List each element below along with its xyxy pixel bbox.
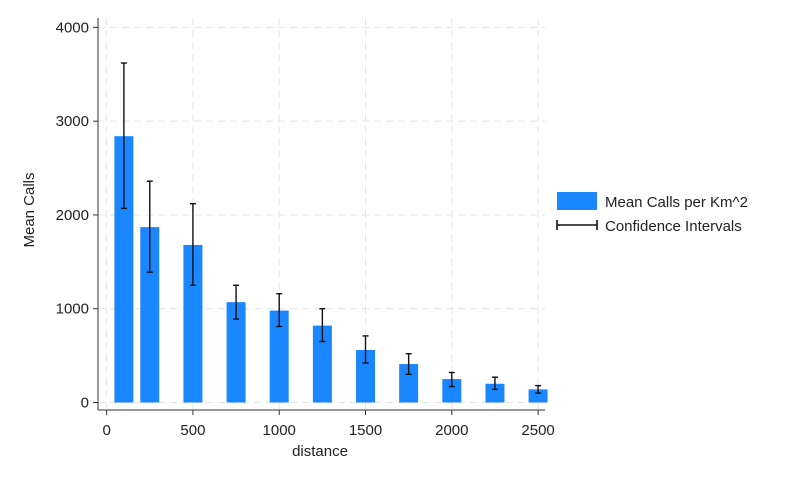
errorbars-layer bbox=[120, 62, 542, 394]
bar bbox=[140, 227, 160, 403]
legend: Mean Calls per Km^2 Confidence Intervals bbox=[556, 192, 748, 235]
bar bbox=[442, 379, 462, 403]
bar bbox=[114, 136, 134, 403]
bars-layer bbox=[114, 136, 548, 403]
y-tick-label: 1000 bbox=[56, 301, 89, 318]
y-tick-label: 0 bbox=[81, 394, 89, 411]
x-tick-label: 1000 bbox=[263, 422, 296, 439]
x-tick-label: 2000 bbox=[435, 422, 468, 439]
bar bbox=[226, 302, 246, 403]
legend-label-confidence-intervals: Confidence Intervals bbox=[605, 218, 742, 235]
bar bbox=[356, 349, 376, 403]
x-tick-label: 2500 bbox=[521, 422, 554, 439]
bar bbox=[399, 364, 419, 403]
y-axis-title: Mean Calls bbox=[21, 172, 38, 247]
bar bbox=[485, 383, 505, 403]
legend-label-mean-calls: Mean Calls per Km^2 bbox=[605, 194, 748, 211]
x-tick-label: 0 bbox=[102, 422, 110, 439]
y-tick-label: 4000 bbox=[56, 19, 89, 36]
bar bbox=[183, 244, 203, 403]
bar bbox=[528, 389, 548, 403]
x-tick-label: 500 bbox=[180, 422, 205, 439]
axes-layer: 0 1000 2000 3000 4000 0 500 1000 1500 2000 2500 bbox=[56, 18, 555, 439]
y-tick-label: 2000 bbox=[56, 207, 89, 224]
y-tick-label: 3000 bbox=[56, 113, 89, 130]
bar bbox=[312, 325, 332, 403]
x-axis-title: distance bbox=[292, 443, 348, 460]
x-tick-label: 1500 bbox=[349, 422, 382, 439]
legend-swatch-mean-calls bbox=[557, 192, 597, 210]
bar bbox=[269, 310, 289, 403]
